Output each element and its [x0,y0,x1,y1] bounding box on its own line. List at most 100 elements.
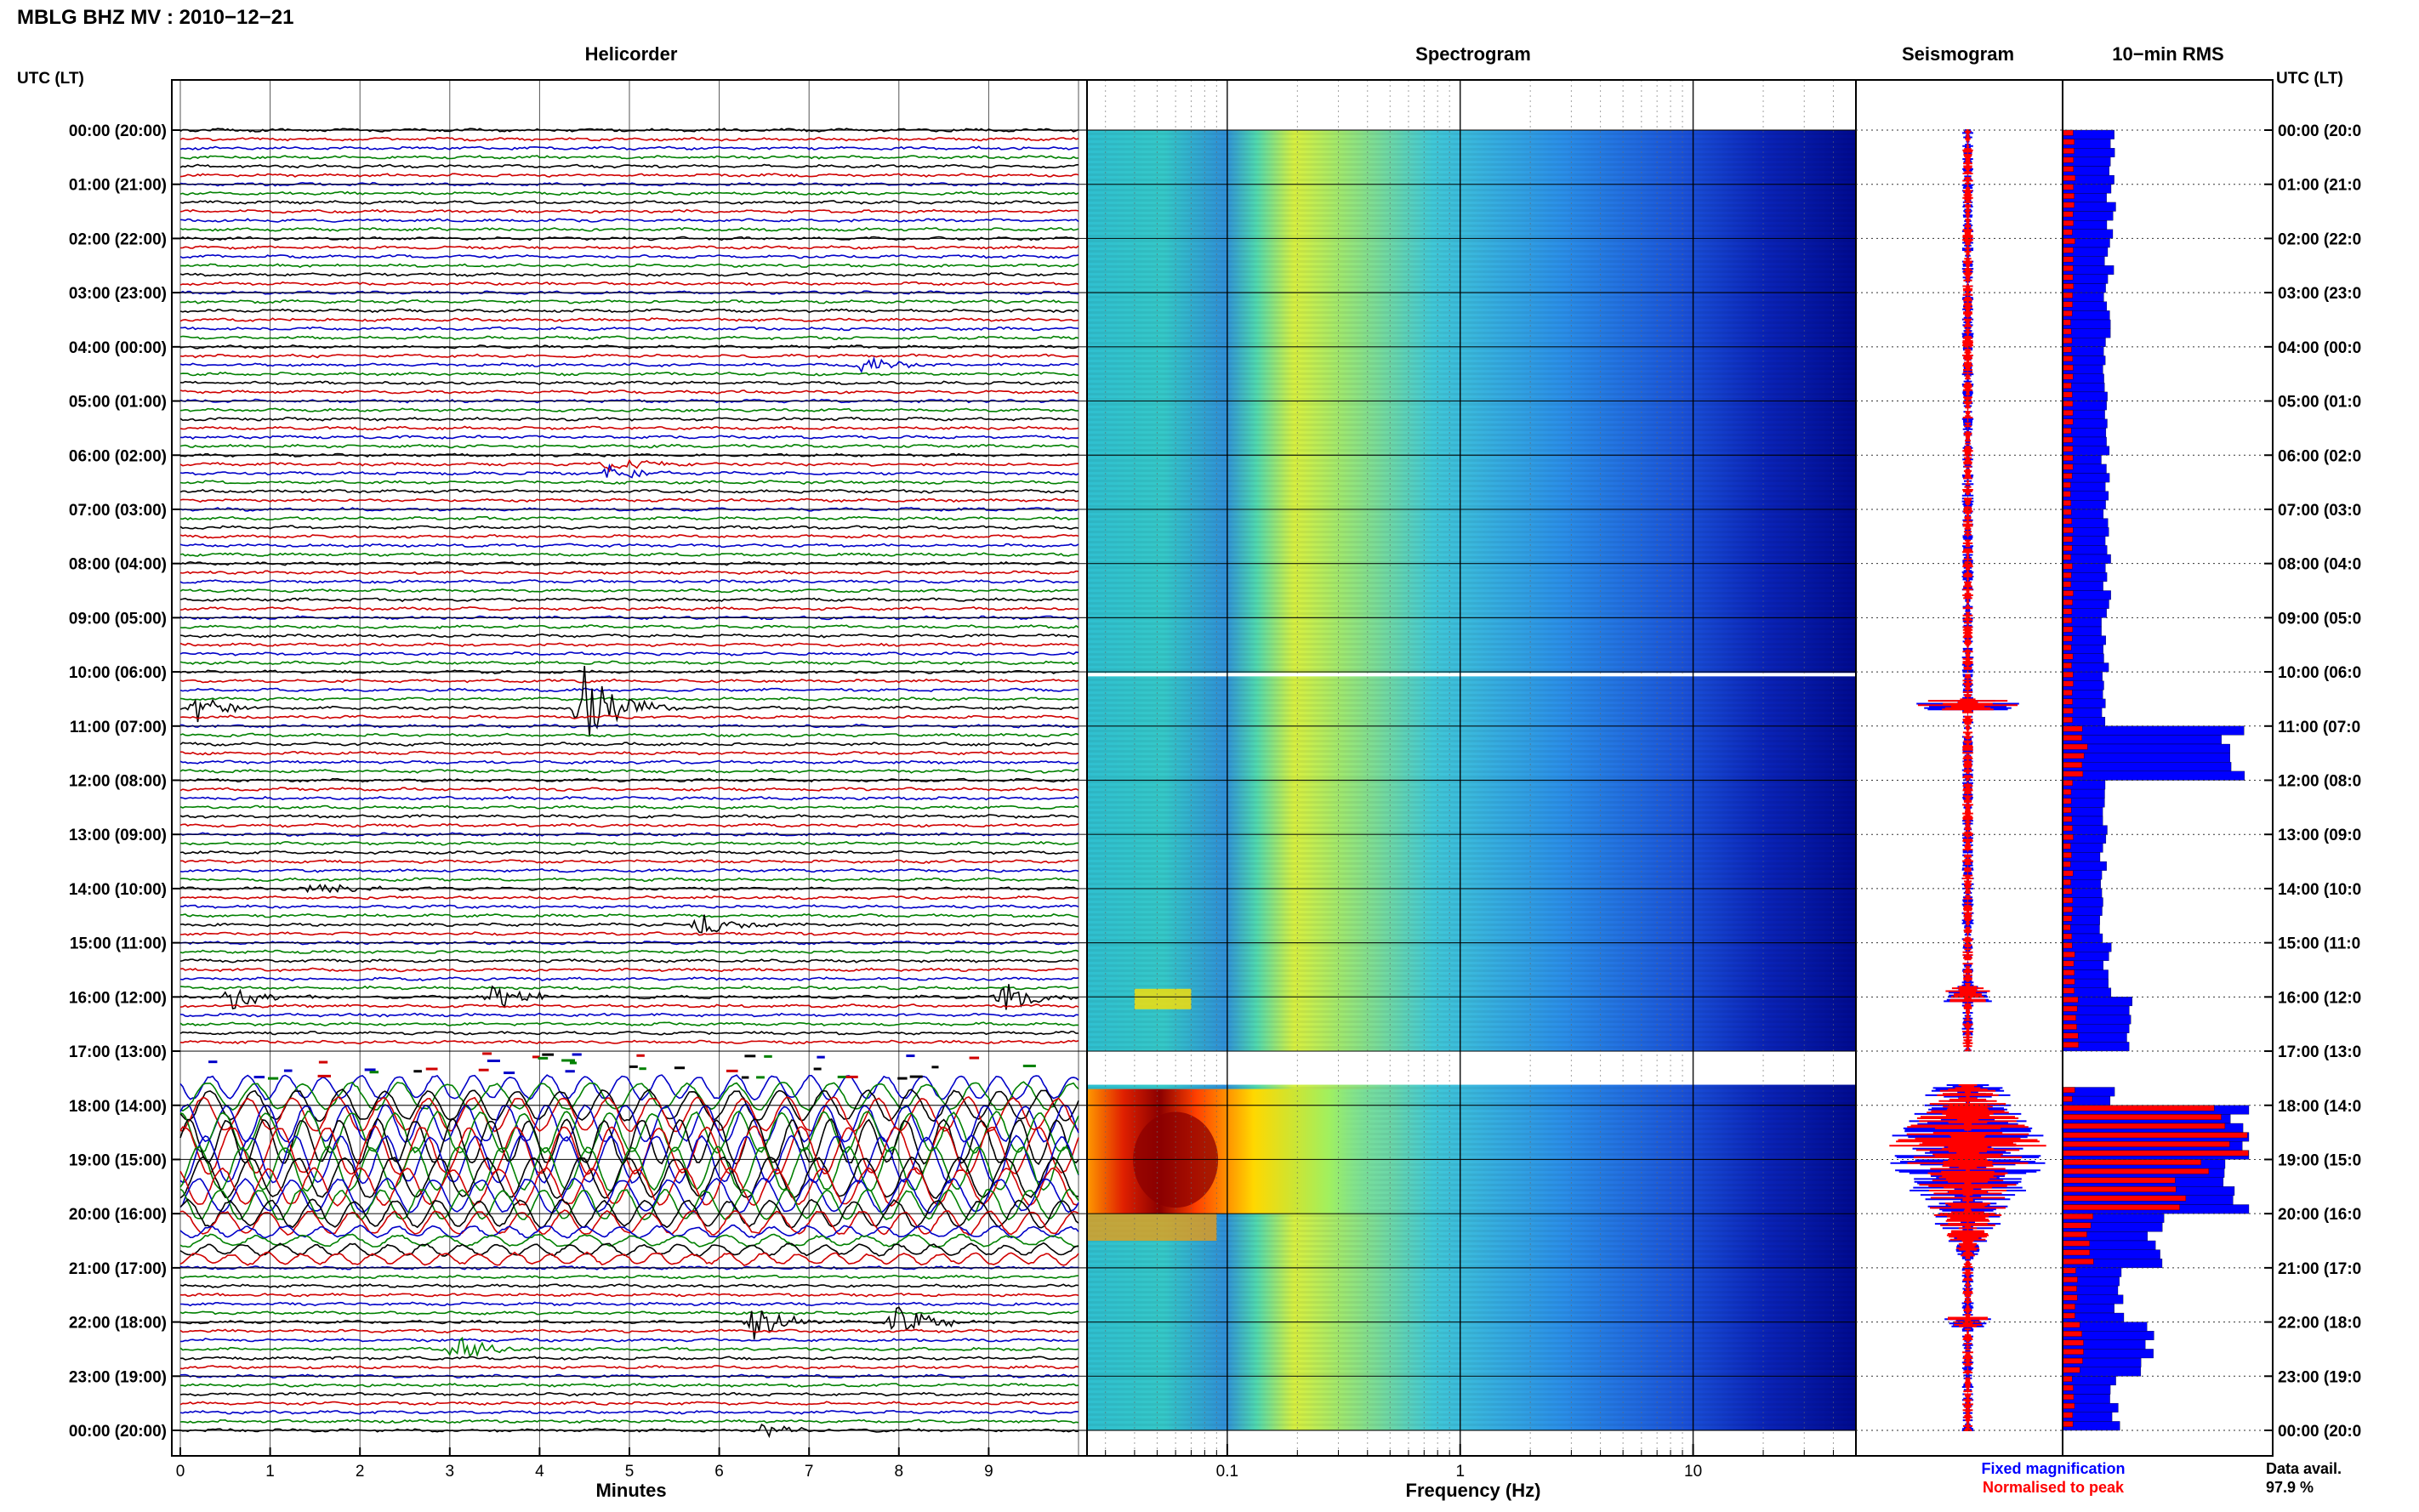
helicorder-dropout-mark [208,1060,218,1064]
helicorder-dropout-mark [817,1055,825,1059]
hour-label-left: 03:00 (23:00) [69,285,167,303]
rms-bar-fixed [2062,753,2230,763]
rms-bar-normalised [2062,463,2074,470]
rms-bar-normalised [2062,617,2073,623]
seismogram-normalised-trace [1889,129,2046,1431]
helicorder-dropout-mark [317,1074,332,1077]
rms-bar-normalised [2062,690,2073,696]
helicorder-trace [179,1039,1079,1045]
rms-bar-normalised [2062,608,2073,615]
helicorder-trace [179,949,1079,955]
helicorder-trace [179,190,1079,196]
helicorder-trace [179,787,1079,792]
helicorder-trace [179,651,1079,657]
helicorder-trace [179,597,1079,603]
rms-bar-normalised [2062,1024,2077,1030]
hour-label-left: 18:00 (14:00) [69,1098,167,1116]
helicorder-dropout-mark [542,1053,555,1056]
helicorder-dropout-mark [482,1052,492,1055]
rms-bar-normalised [2062,698,2073,705]
rms-bar-normalised [2062,599,2073,605]
rms-bar-normalised [2062,1339,2084,1346]
rms-bar-normalised [2062,156,2074,163]
hour-label-right: 21:00 (17:0 [2278,1260,2361,1278]
hour-label-right: 05:00 (01:0 [2278,394,2361,412]
rms-bar-normalised [2062,1421,2074,1427]
rms-bar-normalised [2062,139,2075,145]
spectrogram-texture [1087,674,1856,1052]
helicorder-trace [179,1401,1079,1407]
helicorder-trace [179,371,1079,377]
helicorder-dropout-mark [969,1056,980,1060]
rms-bar-normalised [2062,653,2074,660]
helicorder-trace [179,136,1079,142]
utc-label-right: UTC (LT) [2276,70,2343,88]
helicorder-trace [179,263,1079,269]
helicorder-trace [179,570,1079,576]
rms-bar-normalised [2062,762,2083,768]
helicorder-trace [179,1283,1079,1288]
data-availability-value: 97.9 % [2266,1479,2314,1496]
helicorder-trace [179,1274,1079,1280]
panel-title-rms: 10−min RMS [2112,43,2223,65]
helicorder-dropout-mark [837,1075,846,1078]
helicorder-trace [179,1292,1079,1298]
helicorder-trace [179,895,1079,901]
seismogram-panel [1889,129,2046,1431]
rms-bar-normalised [2062,1042,2079,1048]
helicorder-trace [179,380,1079,386]
helicorder-trace [179,389,1079,395]
helicorder-trace [179,353,1079,359]
hour-label-left: 11:00 (07:00) [70,719,167,736]
helicorder-trace [179,1209,1079,1236]
rms-bar-normalised [2062,798,2072,804]
helicorder-trace [179,633,1079,639]
helicorder-trace [179,525,1079,531]
helicorder-trace [179,298,1079,304]
rms-bar-normalised [2062,283,2074,290]
hour-label-left: 14:00 (10:00) [69,881,167,899]
rms-bar-normalised [2062,708,2074,714]
rms-bar-normalised [2062,852,2072,858]
rms-bar-normalised [2062,1231,2087,1237]
hour-label-right: 22:00 (18:0 [2278,1315,2361,1333]
hour-label-left: 08:00 (04:00) [69,556,167,574]
rms-bar-normalised [2062,924,2071,930]
rms-bar-normalised [2062,1087,2075,1094]
hour-label-left: 02:00 (22:00) [69,230,167,248]
frequency-tick-label: 1 [1455,1463,1465,1481]
spectrogram-panel [1087,80,1856,1456]
helicorder-trace [179,605,1079,611]
rms-bar-normalised [2062,1032,2079,1039]
helicorder-trace [179,308,1079,314]
helicorder-dropout-mark [318,1060,328,1064]
rms-bar-normalised [2062,265,2074,271]
helicorder-trace [179,443,1079,449]
helicorder-trace [179,884,1079,894]
minute-tick-label: 1 [265,1463,275,1481]
hour-label-right: 20:00 (16:0 [2278,1206,2361,1224]
rms-bar-normalised [2062,1168,2210,1174]
hour-label-left: 06:00 (02:00) [69,447,167,465]
rms-bar-normalised [2062,1159,2201,1166]
helicorder-dropout-mark [636,1054,645,1057]
helicorder-trace [179,253,1079,259]
helicorder-trace [179,742,1079,747]
helicorder-trace [179,850,1079,855]
helicorder-trace [179,958,1079,963]
rms-bar-normalised [2062,166,2074,173]
rms-bar-normalised [2062,301,2073,308]
helicorder-trace [179,914,1079,934]
helicorder-trace [179,1409,1079,1415]
rms-bar-normalised [2062,338,2073,344]
rms-bar-normalised [2062,455,2074,461]
rms-bar-normalised [2062,753,2085,759]
hour-labels: 00:00 (20:00) 00:00 (20:0 01:00 (21:00) 01:… [69,122,2361,1441]
rms-bar-normalised [2062,364,2074,371]
helicorder-trace [180,859,1079,864]
rms-bar-normalised [2062,897,2074,904]
helicorder-trace [179,642,1079,648]
panel-title-spectrogram: Spectrogram [1415,43,1531,65]
helicorder-trace [179,1233,1079,1248]
helicorder-trace [179,1242,1079,1258]
